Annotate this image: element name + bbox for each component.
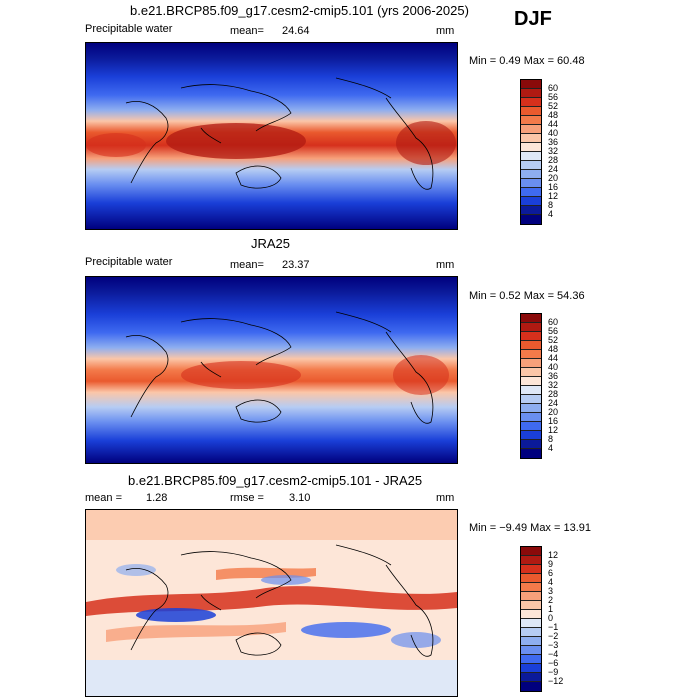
colorbar-tick-label: 28	[548, 155, 559, 165]
colorbar-tick-label: 32	[548, 380, 559, 390]
panel3-rmse-value: 3.10	[289, 492, 311, 504]
panel3-title: b.e21.BRCP85.f09_g17.cesm2-cmip5.101 - J…	[128, 473, 423, 488]
panel1-colorbar-labels: 60 56 52 48 44 40 36 32 28 24 20 16 12 8…	[548, 84, 578, 224]
colorbar-tick-label: −4	[548, 649, 559, 659]
panel1-mean-label: mean=	[230, 25, 264, 37]
season-label: DJF	[514, 8, 552, 30]
colorbar-tick-label: 3	[548, 586, 554, 596]
colorbar-tick-label: −2	[548, 631, 559, 641]
colorbar-tick-label: 24	[548, 398, 559, 408]
colorbar-tick-label: 48	[548, 110, 559, 120]
panel1-minmax: Min = 0.49 Max = 60.48	[469, 55, 585, 67]
colorbar-tick-label: 24	[548, 164, 559, 174]
panel1-colorbar	[520, 79, 542, 225]
colorbar-tick-label: 36	[548, 371, 559, 381]
colorbar-tick-label: 12	[548, 425, 559, 435]
colorbar-tick-label: −1	[548, 622, 559, 632]
colorbar-tick-label: 28	[548, 389, 559, 399]
panel1-field	[86, 43, 457, 229]
panel3-colorbar	[520, 546, 542, 692]
colorbar-tick-label: 56	[548, 326, 559, 336]
colorbar-tick-label: 4	[548, 443, 554, 453]
panel2-title: JRA25	[251, 236, 291, 251]
panel2-colorbar	[520, 313, 542, 459]
colorbar-tick-label: 1	[548, 604, 554, 614]
colorbar-tick-label: 2	[548, 595, 554, 605]
colorbar-tick-label: 56	[548, 92, 559, 102]
panel3-colorbar-labels: 12 9 6 4 3 2 1 0 −1 −2 −3 −4 −6 −9 −12	[548, 551, 578, 691]
panel1-variable-label: Precipitable water	[85, 23, 173, 35]
colorbar-tick-label: 16	[548, 416, 559, 426]
colorbar-tick-label: 12	[548, 550, 559, 560]
colorbar-tick-label: 12	[548, 191, 559, 201]
panel2-mean-label: mean=	[230, 259, 264, 271]
colorbar-tick-label: 44	[548, 353, 559, 363]
colorbar-tick-label: 40	[548, 362, 559, 372]
panel3-mean-label: mean =	[85, 492, 122, 504]
colorbar-tick-label: 48	[548, 344, 559, 354]
colorbar-tick-label: −6	[548, 658, 559, 668]
panel3-mean-value: 1.28	[146, 492, 168, 504]
panel1-units: mm	[436, 25, 455, 37]
colorbar-tick-label: 52	[548, 335, 559, 345]
colorbar-tick-label: 4	[548, 209, 554, 219]
panel1-map	[85, 42, 458, 230]
panel2-variable-label: Precipitable water	[85, 256, 173, 268]
panel3-units: mm	[436, 492, 455, 504]
panel2-field	[86, 277, 457, 463]
colorbar-tick-label: 40	[548, 128, 559, 138]
colorbar-tick-label: 8	[548, 434, 554, 444]
panel3-map	[85, 509, 458, 697]
colorbar-tick-label: 8	[548, 200, 554, 210]
colorbar-tick-label: 6	[548, 568, 554, 578]
colorbar-tick-label: 60	[548, 317, 559, 327]
colorbar-tick-label: 16	[548, 182, 559, 192]
panel3-rmse-label: rmse =	[230, 492, 264, 504]
panel2-mean-value: 23.37	[282, 259, 310, 271]
panel3-field	[86, 510, 457, 696]
colorbar-tick-label: 20	[548, 407, 559, 417]
panel2-colorbar-labels: 60 56 52 48 44 40 36 32 28 24 20 16 12 8…	[548, 318, 578, 458]
panel2-units: mm	[436, 259, 455, 271]
colorbar-tick-label: 44	[548, 119, 559, 129]
panel2-minmax: Min = 0.52 Max = 54.36	[469, 290, 585, 302]
colorbar-tick-label: −12	[548, 676, 564, 686]
colorbar-tick-label: 20	[548, 173, 559, 183]
colorbar-tick-label: 60	[548, 83, 559, 93]
colorbar-tick-label: 0	[548, 613, 554, 623]
colorbar-tick-label: 4	[548, 577, 554, 587]
colorbar-tick-label: −9	[548, 667, 559, 677]
panel3-minmax: Min = −9.49 Max = 13.91	[469, 522, 591, 534]
colorbar-tick-label: 32	[548, 146, 559, 156]
panel1-title: b.e21.BRCP85.f09_g17.cesm2-cmip5.101 (yr…	[130, 3, 469, 18]
colorbar-tick-label: 52	[548, 101, 559, 111]
colorbar-tick-label: 36	[548, 137, 559, 147]
colorbar-tick-label: 9	[548, 559, 554, 569]
colorbar-tick-label: −3	[548, 640, 559, 650]
panel2-map	[85, 276, 458, 464]
panel1-mean-value: 24.64	[282, 25, 310, 37]
